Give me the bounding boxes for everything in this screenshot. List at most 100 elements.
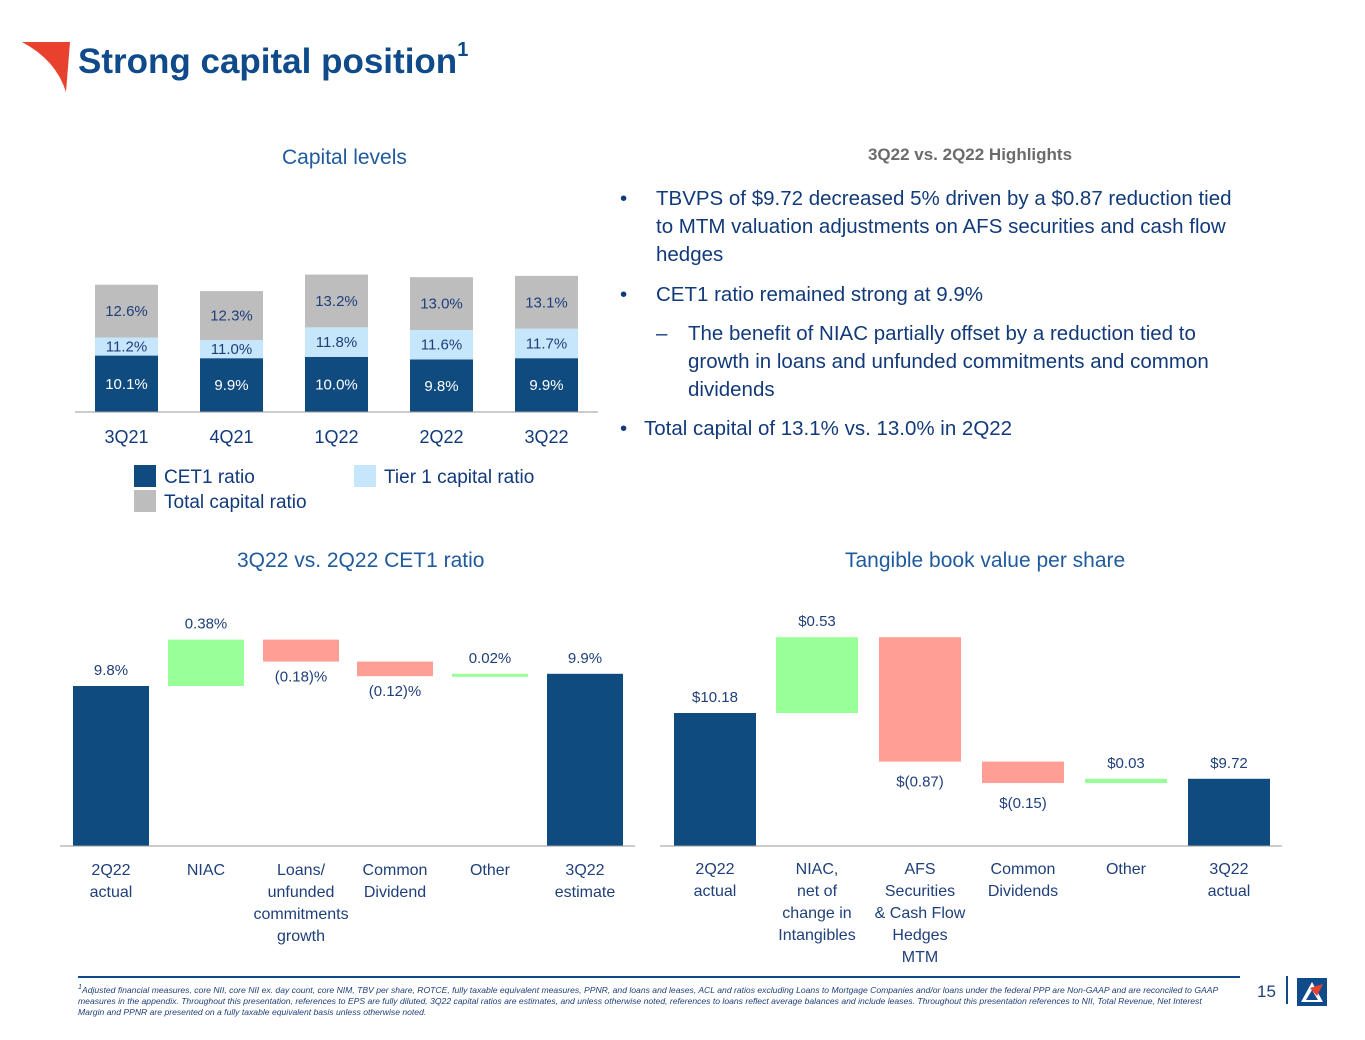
bar-tbvps-waterfall-4: [1085, 778, 1167, 784]
footnote-text: Adjusted financial measures, core NII, c…: [78, 984, 1218, 1017]
data-label-cet1: 9.9%: [214, 377, 248, 394]
bar-cet1-4Q21: [200, 358, 263, 412]
data-label-tier1: 11.8%: [316, 334, 357, 351]
bar-tbvps-waterfall-5: [1188, 778, 1270, 846]
x-tick-label: 4Q21: [209, 427, 253, 447]
capital-levels-title: Capital levels: [282, 146, 407, 169]
x-tick-label: Other: [1106, 861, 1147, 878]
x-tick-label: actual: [1208, 883, 1251, 900]
x-tick-label: unfunded: [268, 884, 335, 901]
highlight-text: Total capital of 13.1% vs. 13.0% in 2Q22: [644, 417, 1013, 440]
x-tick-label: Common: [991, 861, 1056, 878]
page-title-text: Strong capital position: [78, 42, 458, 81]
data-label-tier1: 11.6%: [421, 337, 462, 354]
page-title: Strong capital position1: [78, 39, 469, 82]
bank-logo-icon: [1297, 978, 1327, 1006]
x-tick-label: Common: [363, 862, 428, 879]
page-divider: [1286, 976, 1288, 1004]
bar-cet1-waterfall-0: [73, 686, 149, 846]
data-label-total: 13.1%: [525, 294, 568, 311]
data-label-tier1: 11.0%: [211, 341, 252, 358]
x-tick-label: & Cash Flow: [875, 905, 966, 922]
x-tick-label: 3Q22: [565, 862, 604, 879]
data-label: (0.12)%: [369, 683, 422, 700]
cet1-waterfall-title: 3Q22 vs. 2Q22 CET1 ratio: [237, 549, 485, 572]
x-tick-label: Dividend: [364, 884, 426, 901]
data-label: (0.18)%: [275, 669, 328, 686]
bar-cet1-waterfall-4: [452, 673, 528, 677]
footnote-marker: 1: [78, 983, 82, 991]
legend-label-tier1: Tier 1 capital ratio: [384, 467, 535, 488]
bar-total-4Q21: [200, 291, 263, 341]
highlight-item-total-capital: • Total capital of 13.1% vs. 13.0% in 2Q…: [620, 415, 1250, 443]
bullet: •: [620, 283, 628, 306]
x-tick-label: commitments: [253, 906, 348, 923]
bar-cet1-3Q22: [515, 358, 578, 412]
x-tick-label: change in: [782, 905, 851, 922]
x-tick-label: 2Q22: [91, 862, 130, 879]
x-tick-label: actual: [694, 883, 737, 900]
bar-tier1-4Q21: [200, 340, 263, 359]
x-tick-label: NIAC,: [796, 861, 839, 878]
bar-cet1-2Q22: [410, 359, 473, 412]
x-tick-label: Loans/: [277, 862, 326, 879]
data-label-cet1: 10.0%: [315, 376, 358, 393]
dash: –: [656, 322, 668, 345]
legend-swatch-total: [134, 490, 156, 512]
data-label-cet1: 9.9%: [529, 377, 563, 394]
x-tick-label: MTM: [902, 949, 938, 966]
x-tick-label: estimate: [555, 884, 616, 901]
bar-tbvps-waterfall-3: [982, 761, 1064, 784]
bar-cet1-waterfall-5: [547, 673, 623, 846]
x-tick-label: NIAC: [187, 862, 225, 879]
bar-total-3Q21: [95, 284, 158, 338]
data-label-cet1: 10.1%: [105, 376, 148, 393]
data-label-total: 13.2%: [315, 293, 358, 310]
x-tick-label: Hedges: [892, 927, 947, 944]
highlight-subitem-niac: – The benefit of NIAC partially offset b…: [656, 320, 1256, 404]
data-label-total: 12.3%: [210, 308, 253, 325]
bar-tier1-1Q22: [305, 327, 368, 357]
bullet: •: [620, 417, 628, 440]
data-label-tier1: 11.7%: [526, 335, 567, 352]
highlight-item-tbvps: • TBVPS of $9.72 decreased 5% driven by …: [620, 185, 1250, 269]
brand-swoosh-icon: [22, 42, 70, 92]
footnote-rule: [78, 976, 1240, 978]
highlight-item-cet1: • CET1 ratio remained strong at 9.9%: [620, 281, 1250, 309]
data-label: 9.9%: [568, 650, 602, 667]
x-tick-label: Other: [470, 862, 511, 879]
bar-tier1-3Q22: [515, 328, 578, 359]
bar-tbvps-waterfall-1: [776, 637, 858, 713]
data-label-cet1: 9.8%: [424, 378, 458, 395]
legend-label-cet1: CET1 ratio: [164, 467, 255, 488]
data-label: $(0.15): [999, 795, 1047, 812]
legend-swatch-cet1: [134, 465, 156, 487]
highlight-text: TBVPS of $9.72 decreased 5% driven by a …: [656, 187, 1232, 266]
highlight-text: CET1 ratio remained strong at 9.9%: [656, 283, 984, 306]
data-label: $(0.87): [896, 774, 944, 791]
page-number: 15: [1257, 982, 1276, 1001]
x-tick-label: Securities: [885, 883, 955, 900]
title-footnote-marker: 1: [457, 39, 469, 62]
data-label: $10.18: [692, 689, 738, 706]
data-label: 0.02%: [469, 650, 512, 667]
bar-tbvps-waterfall-0: [674, 713, 756, 846]
data-label: 9.8%: [94, 662, 128, 679]
bar-total-2Q22: [410, 277, 473, 330]
x-tick-label: actual: [90, 884, 133, 901]
bar-tbvps-waterfall-2: [879, 637, 961, 762]
bar-cet1-waterfall-3: [357, 661, 433, 677]
legend-swatch-tier1: [354, 465, 376, 487]
data-label-tier1: 11.2%: [106, 339, 147, 356]
bar-tier1-3Q21: [95, 337, 158, 356]
highlights-title: 3Q22 vs. 2Q22 Highlights: [867, 145, 1073, 164]
x-tick-label: AFS: [904, 861, 935, 878]
x-tick-label: 3Q22: [1209, 861, 1248, 878]
bullet: •: [620, 187, 628, 210]
x-tick-label: 1Q22: [314, 427, 358, 447]
bar-cet1-1Q22: [305, 356, 368, 412]
bar-total-3Q22: [515, 275, 578, 329]
bar-cet1-3Q21: [95, 355, 158, 412]
bar-cet1-waterfall-1: [168, 639, 244, 686]
